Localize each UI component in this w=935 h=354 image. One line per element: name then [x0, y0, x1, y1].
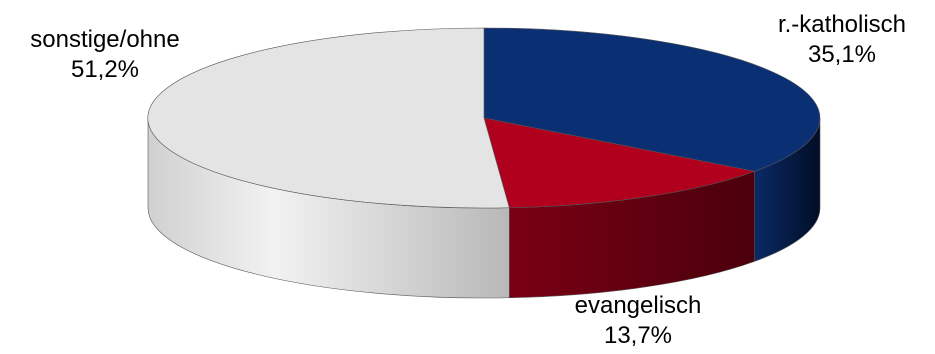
pie-slice-evangelisch [483, 117, 756, 209]
slice-value-sonstige: 51,2% [70, 56, 140, 83]
slice-label-sonstige: sonstige/ohne 51,2% [0, 25, 210, 85]
pie-slice-sonstige [147, 27, 510, 209]
slice-value-katholisch: 35,1% [807, 41, 877, 68]
pie-slice-katholisch [483, 27, 821, 172]
pie-tops [147, 27, 821, 209]
slice-value-evangelisch: 13,7% [603, 322, 673, 349]
slice-label-katholisch: r.-katholisch 35,1% [752, 10, 932, 70]
slice-label-evangelisch: evangelisch 13,7% [548, 291, 728, 351]
slice-name-sonstige: sonstige/ohne [30, 26, 180, 53]
slice-name-katholisch: r.-katholisch [777, 11, 907, 38]
pie-sides [147, 117, 821, 299]
slice-name-evangelisch: evangelisch [574, 292, 702, 319]
